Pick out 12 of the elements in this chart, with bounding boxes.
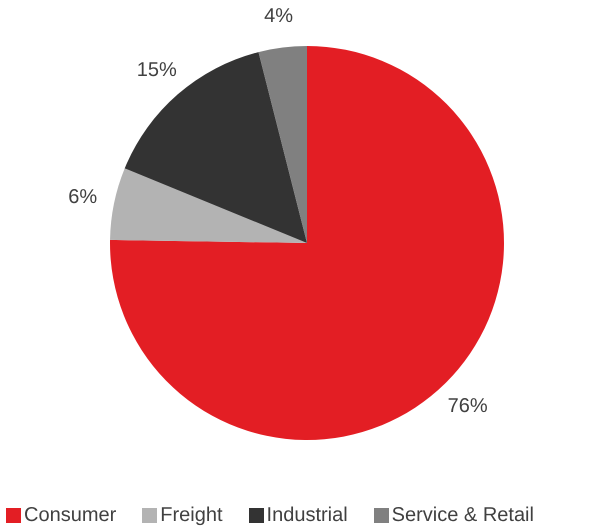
legend-label: Consumer — [24, 504, 116, 527]
legend-label: Service & Retail — [392, 504, 534, 527]
pie-slice — [258, 46, 307, 243]
pie-slice — [110, 168, 307, 243]
data-label: 6% — [68, 186, 98, 208]
legend-label: Industrial — [266, 504, 348, 527]
pie-slice — [124, 52, 307, 243]
data-label: 15% — [136, 59, 178, 82]
data-label: 4% — [264, 4, 294, 27]
data-label: 76% — [448, 395, 488, 418]
pie-slice — [110, 46, 504, 440]
legend-label: Freight — [160, 504, 223, 527]
